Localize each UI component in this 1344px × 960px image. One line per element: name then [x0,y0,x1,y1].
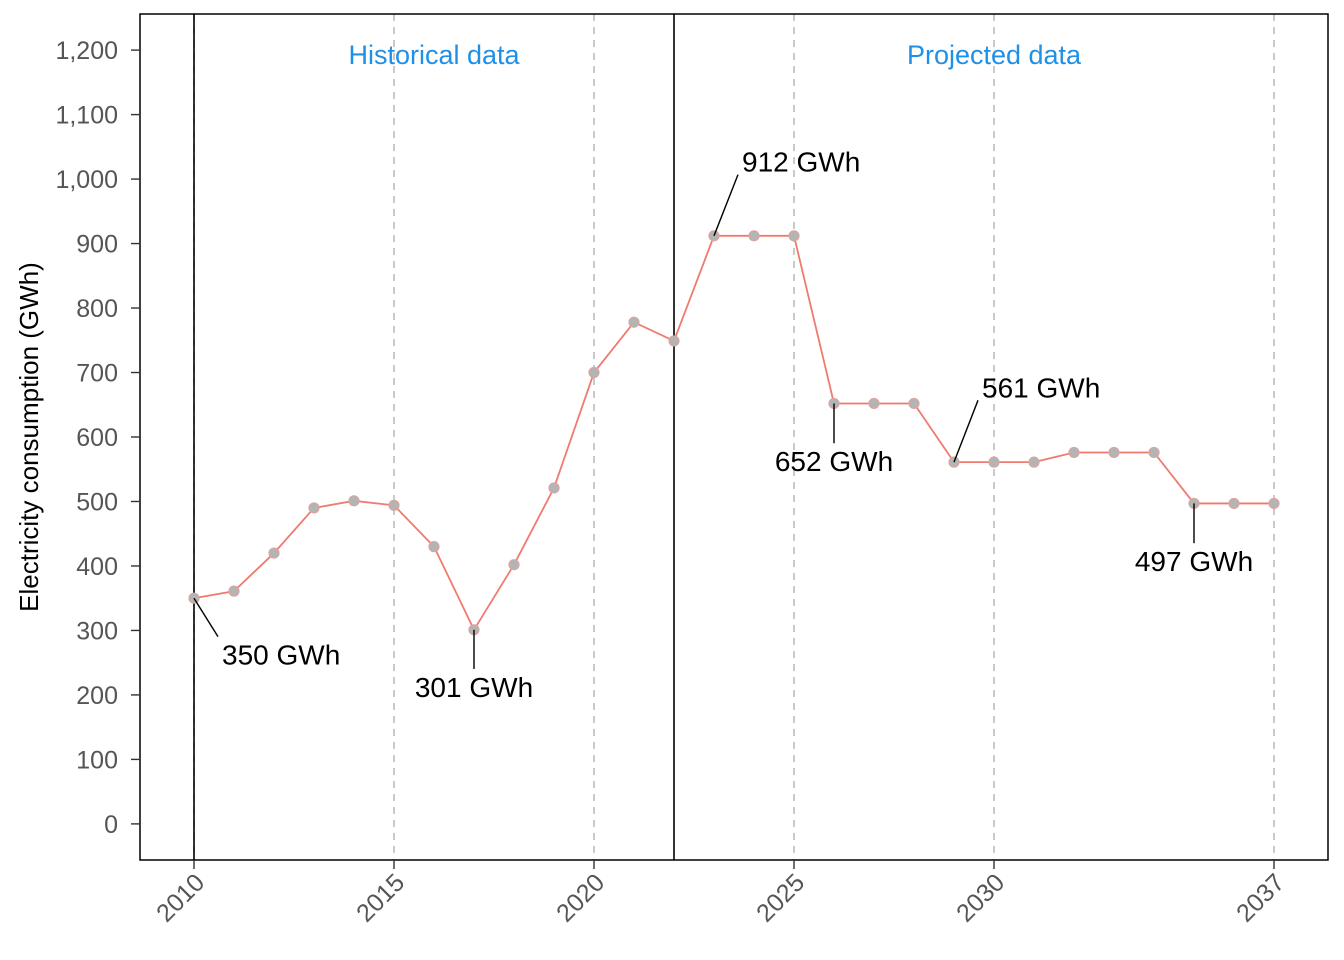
xtick-label-2030: 2030 [951,868,1010,927]
data-point-2025 [788,230,800,242]
callout-label-1: 301 GWh [415,672,533,703]
region-dividers [193,14,675,860]
ytick-label-1200: 1,200 [55,37,118,65]
ytick-label-1100: 1,100 [55,102,118,130]
callout-label-3: 652 GWh [775,446,893,477]
ytick-label-900: 900 [76,231,118,259]
data-point-2027 [868,397,880,410]
data-point-2011 [228,585,240,597]
region-labels: Historical data Projected data [348,40,1082,70]
callout-annotations: 350 GWh 301 GWh 912 GWh 652 GWh 561 GWh 497 G… [193,147,1253,703]
ytick-label-500: 500 [76,488,118,516]
data-point-2036 [1228,497,1240,510]
ytick-label-1000: 1,000 [55,166,118,194]
ytick-label-800: 800 [76,295,118,323]
data-point-2034 [1148,446,1160,459]
callout-label-5: 497 GWh [1135,546,1253,577]
callout-label-2: 912 GWh [742,147,860,178]
data-point-2024 [748,230,760,242]
data-point-2021 [628,316,640,328]
x-axis-ticks: 2010 2015 2020 2025 2030 2037 [151,860,1290,928]
data-point-2037 [1268,497,1280,510]
callout-leader-2 [713,174,739,237]
ytick-label-300: 300 [76,617,118,645]
callout-leader-4 [953,400,979,463]
xtick-label-2020: 2020 [551,868,610,927]
xtick-label-2025: 2025 [751,868,810,927]
xtick-label-2010: 2010 [151,868,210,927]
data-point-2033 [1108,446,1120,459]
data-point-2013 [308,502,320,514]
xtick-label-2015: 2015 [351,868,410,927]
data-point-2032 [1068,446,1080,459]
ytick-label-600: 600 [76,424,118,452]
y-axis-title: Electricity consumption (GWh) [14,262,44,612]
ytick-label-700: 700 [76,360,118,388]
y-axis-ticks: 0 100 200 300 400 500 600 700 800 900 1,000 1,100 1,… [55,37,140,839]
data-point-2020 [588,366,600,379]
data-point-2030 [988,456,1000,468]
grid-lines [193,14,1275,860]
data-point-2012 [268,547,280,559]
data-point-2019 [548,482,560,494]
data-point-2031 [1028,456,1040,468]
data-point-2028 [908,397,920,410]
data-point-2016 [428,541,440,553]
region-label-0: Historical data [348,40,520,70]
callout-label-0: 350 GWh [222,640,340,671]
ytick-label-200: 200 [76,682,118,710]
callout-label-4: 561 GWh [982,372,1100,403]
region-label-1: Projected data [907,40,1082,70]
data-point-2015 [388,499,400,511]
xtick-label-2037: 2037 [1231,868,1290,927]
data-point-2014 [348,495,360,507]
data-point-2018 [508,559,520,571]
data-point-2022 [668,335,680,347]
ytick-label-0: 0 [104,811,118,839]
series-line-0 [193,234,1274,632]
ytick-label-400: 400 [76,553,118,581]
ytick-label-100: 100 [76,746,118,774]
plot-frame [139,13,1329,861]
data-series [188,230,1280,636]
callout-leader-0 [193,597,219,638]
